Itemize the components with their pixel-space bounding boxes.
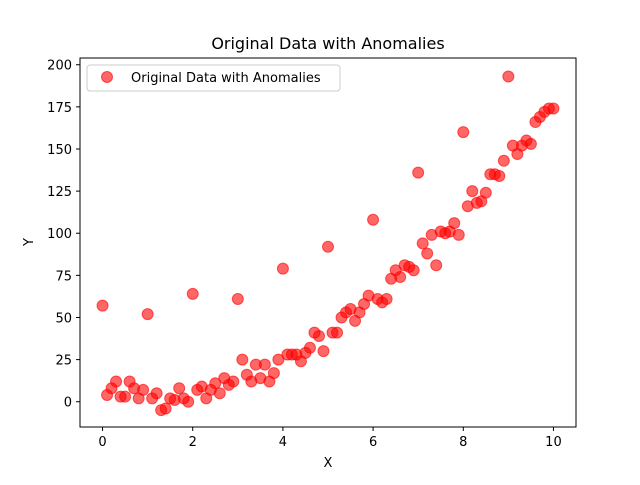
data-point (466, 185, 479, 198)
x-tick-label: 0 (98, 435, 106, 450)
x-tick-label: 6 (369, 435, 377, 450)
data-point (186, 287, 199, 300)
data-point (110, 375, 123, 388)
data-point (412, 166, 425, 179)
y-tick-label: 125 (47, 185, 72, 200)
y-axis-label: Y (22, 238, 37, 247)
y-tick-label: 50 (55, 311, 72, 326)
data-point (173, 382, 186, 395)
data-point (231, 292, 244, 305)
x-tick-label: 2 (189, 435, 197, 450)
data-point (448, 217, 461, 230)
data-point (524, 137, 537, 150)
y-tick-label: 100 (47, 227, 72, 242)
data-point (380, 292, 393, 305)
data-point (141, 308, 154, 321)
data-point (150, 387, 163, 400)
y-tick-label: 150 (47, 143, 72, 158)
x-tick-label: 10 (545, 435, 562, 450)
data-point (209, 377, 222, 390)
x-axis-label: X (324, 456, 333, 471)
data-point (96, 299, 109, 312)
data-point (430, 259, 443, 272)
legend-marker (101, 71, 113, 83)
data-point (452, 228, 465, 241)
y-tick-label: 75 (55, 269, 72, 284)
data-point (394, 271, 407, 284)
data-point (227, 375, 240, 388)
data-point (502, 70, 515, 83)
data-point (137, 383, 150, 396)
data-point (416, 237, 429, 250)
data-points (96, 70, 560, 417)
data-point (213, 387, 226, 400)
data-point (497, 154, 510, 167)
data-point (493, 169, 506, 182)
data-point (236, 353, 249, 366)
data-point (331, 326, 344, 339)
y-axis-ticks: 0 25 50 75 100 125 150 175 200 (47, 59, 80, 411)
y-tick-label: 175 (47, 101, 72, 116)
y-tick-label: 25 (55, 354, 72, 369)
data-point (159, 402, 172, 415)
data-point (317, 345, 330, 358)
data-point (303, 341, 316, 354)
data-point (312, 330, 325, 343)
data-point (547, 102, 560, 115)
data-point (182, 395, 195, 408)
data-point (367, 213, 380, 226)
chart-title: Original Data with Anomalies (211, 34, 444, 53)
x-axis-ticks: 0 2 4 6 8 10 (98, 427, 562, 450)
legend-entry: Original Data with Anomalies (131, 71, 321, 86)
data-point (322, 240, 334, 253)
data-point (407, 264, 420, 277)
data-point (276, 262, 289, 275)
data-point (457, 126, 470, 139)
legend: Original Data with Anomalies (86, 64, 341, 92)
x-tick-label: 4 (279, 435, 287, 450)
data-point (267, 367, 280, 380)
legend-box (86, 64, 341, 92)
data-point (421, 247, 434, 260)
y-tick-label: 200 (47, 59, 72, 74)
data-point (258, 358, 271, 371)
plot-frame (79, 57, 577, 428)
x-tick-label: 8 (459, 435, 467, 450)
data-point (119, 390, 132, 403)
data-point (272, 353, 285, 366)
data-point (479, 186, 492, 199)
y-tick-label: 0 (64, 396, 72, 411)
